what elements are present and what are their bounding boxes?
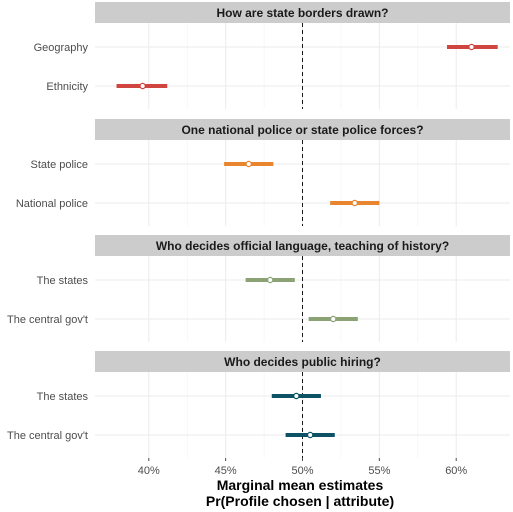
x-axis-title-line2: Pr(Profile chosen | attribute) <box>206 493 394 509</box>
category-label: The states <box>37 275 89 287</box>
panel-strip <box>95 351 510 372</box>
category-label: National police <box>16 198 88 210</box>
estimate-point <box>293 392 300 400</box>
panels: How are state borders drawn? Geography Eth… <box>7 2 510 458</box>
panel-title: How are state borders drawn? <box>216 6 388 20</box>
estimate-point <box>330 315 337 323</box>
x-axis-title-line1: Marginal mean estimates <box>217 477 384 493</box>
category-label: State police <box>31 159 88 171</box>
category-label: The central gov't <box>7 314 88 326</box>
category-label: Ethnicity <box>46 81 88 93</box>
estimate-point <box>351 199 358 207</box>
estimate-point <box>139 82 146 90</box>
x-tick-label: 45% <box>215 465 237 477</box>
panel-title: Who decides public hiring? <box>224 355 381 369</box>
x-tick-label: 60% <box>445 465 467 477</box>
estimate-point <box>267 276 274 284</box>
x-tick-label: 50% <box>291 465 313 477</box>
panel-strip <box>95 119 510 140</box>
panel-strip <box>95 2 510 23</box>
panel-title: Who decides official language, teaching … <box>156 239 449 253</box>
estimate-point <box>245 160 252 168</box>
panel-title: One national police or state police forc… <box>181 123 423 137</box>
panel-strip <box>95 235 510 256</box>
estimate-point <box>468 43 475 51</box>
marks <box>116 43 498 439</box>
x-tick-label: 55% <box>368 465 390 477</box>
x-axis-ticks: 40% 45% 50% 55% 60% <box>138 458 467 477</box>
estimate-point <box>306 431 314 439</box>
category-label: The states <box>37 391 89 403</box>
category-label: The central gov't <box>7 430 88 442</box>
x-tick-label: 40% <box>138 465 160 477</box>
category-label: Geography <box>34 42 89 54</box>
